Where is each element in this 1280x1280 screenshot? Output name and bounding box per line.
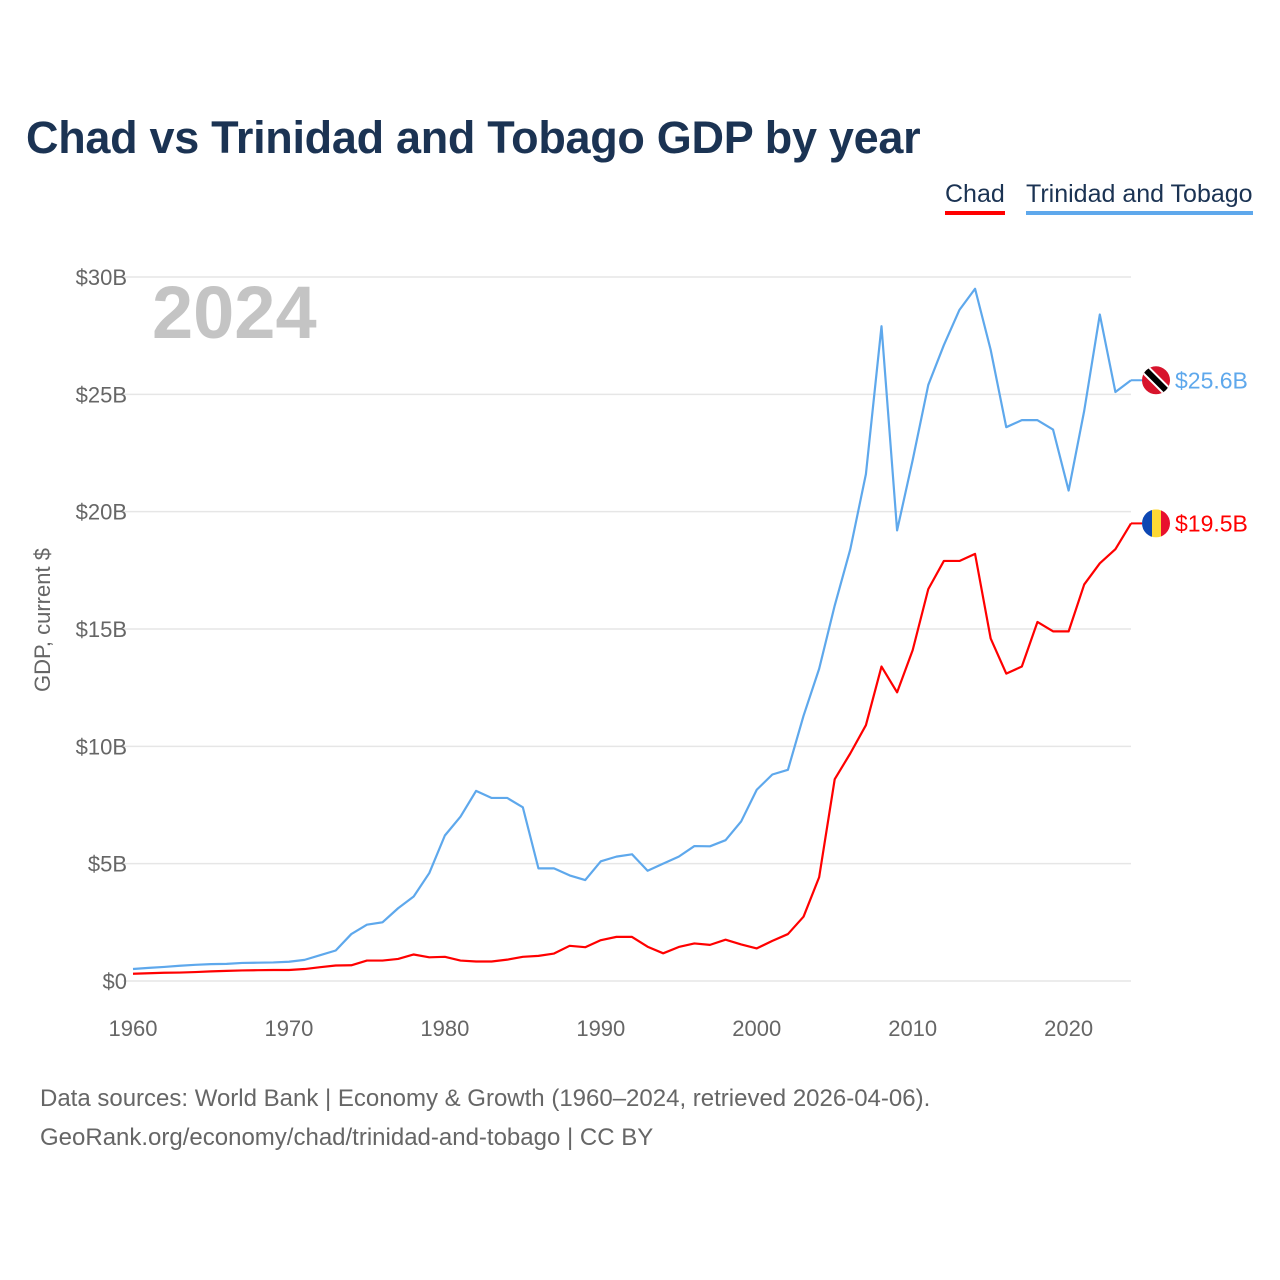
x-tick-label: 1990 (576, 1016, 625, 1041)
chad-flag-icon (1161, 509, 1170, 538)
end-value-label: $19.5B (1175, 510, 1248, 536)
series-line-trinidad-and-tobago (132, 287, 1132, 971)
legend-chad[interactable]: Chad (945, 180, 1005, 215)
source-link[interactable]: GeoRank.org/economy/chad/trinidad-and-to… (40, 1124, 654, 1151)
legend-trinidad[interactable]: Trinidad and Tobago (1026, 180, 1253, 215)
series-line-chad (132, 522, 1132, 975)
x-tick-label: 2010 (888, 1016, 937, 1041)
y-tick-label: $30B (76, 265, 127, 290)
y-tick-label: $5B (88, 852, 127, 877)
trinidad-flag-icon (1142, 366, 1170, 395)
end-value-label: $25.6B (1175, 367, 1248, 393)
x-tick-label: 1980 (420, 1016, 469, 1041)
source-note: Data sources: World Bank | Economy & Gro… (40, 1085, 931, 1112)
y-tick-label: $20B (76, 500, 127, 525)
y-tick-label: $25B (76, 382, 127, 407)
chad-flag-icon (1142, 509, 1152, 538)
y-tick-label: $10B (76, 734, 127, 759)
x-tick-label: 1970 (264, 1016, 313, 1041)
chart-title: Chad vs Trinidad and Tobago GDP by year (26, 112, 921, 163)
chad-flag-icon (1152, 509, 1161, 538)
x-tick-label: 2020 (1044, 1016, 1093, 1041)
year-watermark: 2024 (152, 271, 317, 354)
x-tick-label: 1960 (109, 1016, 158, 1041)
y-axis-label: GDP, current $ (30, 548, 55, 692)
y-tick-label: $0 (103, 969, 127, 994)
x-tick-label: 2000 (732, 1016, 781, 1041)
y-tick-label: $15B (76, 617, 127, 642)
